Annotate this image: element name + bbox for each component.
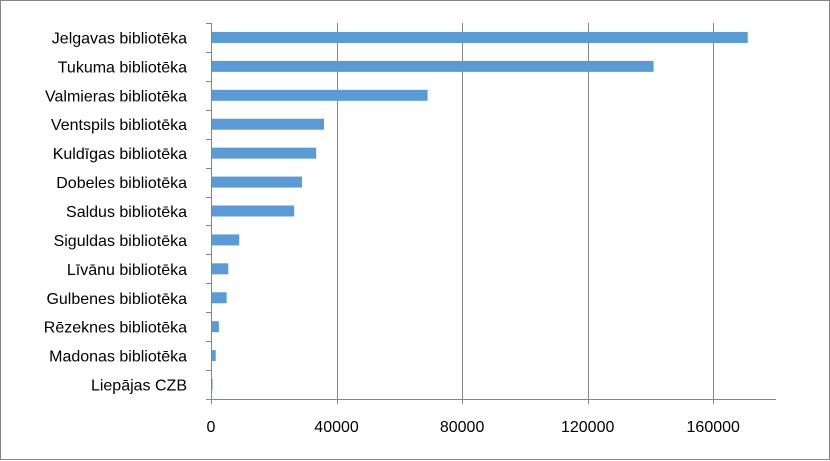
category-label: Ventspils bibliotēka — [51, 117, 187, 134]
bar — [211, 263, 229, 275]
x-tick-label: 80000 — [440, 419, 485, 436]
bar — [211, 234, 240, 246]
category-label: Rēzeknes bibliotēka — [44, 320, 187, 337]
bar — [211, 292, 227, 304]
axes — [206, 23, 776, 404]
category-label: Liepājas CZB — [91, 378, 187, 395]
bar — [211, 31, 748, 43]
category-label: Madonas bibliotēka — [49, 349, 187, 366]
bar — [211, 205, 295, 217]
bar — [211, 350, 216, 362]
bar — [211, 118, 324, 130]
x-tick-label: 120000 — [561, 419, 614, 436]
bar — [211, 60, 654, 72]
bar — [211, 147, 317, 159]
bars — [211, 31, 748, 391]
x-tick-label: 0 — [207, 419, 216, 436]
category-label: Dobeles bibliotēka — [56, 175, 187, 192]
category-label: Siguldas bibliotēka — [54, 233, 188, 250]
gridlines — [337, 23, 714, 399]
category-label: Tukuma bibliotēka — [58, 59, 187, 76]
bar — [211, 176, 303, 188]
tick-labels: 0 40000 80000 120000 160000 — [207, 419, 740, 436]
category-labels: Jelgavas bibliotēka Tukuma bibliotēka Valm… — [44, 30, 187, 394]
category-label: Valmieras bibliotēka — [45, 88, 187, 105]
bar — [211, 89, 428, 101]
category-label: Kuldīgas bibliotēka — [53, 146, 187, 163]
category-label: Saldus bibliotēka — [66, 204, 187, 221]
category-label: Līvānu bibliotēka — [67, 262, 187, 279]
x-tick-label: 160000 — [687, 419, 740, 436]
bar — [211, 321, 219, 333]
category-label: Jelgavas bibliotēka — [52, 30, 187, 47]
category-label: Gulbenes bibliotēka — [46, 291, 187, 308]
x-tick-label: 40000 — [314, 419, 359, 436]
